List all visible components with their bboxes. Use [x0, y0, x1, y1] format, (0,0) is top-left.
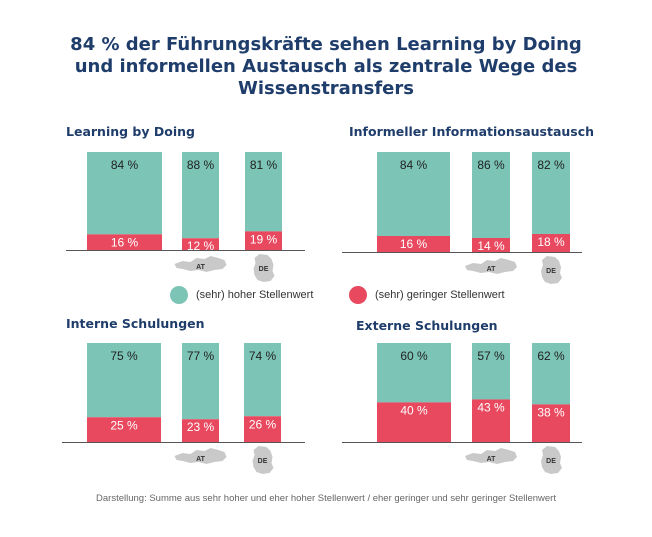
label-low-at: 12 %: [187, 239, 215, 253]
germany-map-icon: DE: [253, 254, 275, 282]
bar-low-gesamt: [87, 417, 161, 442]
bar-low-gesamt: [377, 402, 451, 442]
panel-title-externe-schulungen: Externe Schulungen: [356, 318, 498, 333]
chart-informell: 84 % 16 % 86 % 14 % 82 % 18 % AT DE: [342, 152, 582, 284]
label-high-at: 86 %: [477, 158, 505, 172]
bar-low-de: [244, 416, 281, 442]
bar-low-gesamt: [377, 236, 450, 252]
bar-high-de: [532, 152, 570, 234]
bar-low-at: [182, 238, 219, 250]
legend-label-low: (sehr) geringer Stellenwert: [375, 289, 505, 301]
germany-label: DE: [259, 266, 269, 273]
germany-shape: [253, 254, 275, 282]
legend-swatch-high: [170, 286, 188, 304]
austria-shape: [174, 448, 227, 464]
germany-map-icon: DE: [541, 446, 562, 474]
label-low-gesamt: 16 %: [111, 235, 139, 249]
bar-low-at: [472, 238, 510, 252]
bar-high-at: [472, 343, 510, 400]
panel-title-learning-by-doing: Learning by Doing: [66, 124, 195, 139]
label-low-de: 26 %: [249, 417, 277, 431]
legend-item-low: (sehr) geringer Stellenwert: [349, 286, 505, 304]
label-low-de: 19 %: [250, 232, 278, 246]
austria-shape: [174, 256, 227, 272]
main-title: 84 % der Führungskräfte sehen Learning b…: [20, 34, 632, 100]
label-high-de: 81 %: [250, 158, 278, 172]
panel-title-informeller-austausch: Informeller Informationsaustausch: [349, 124, 595, 139]
bar-high-at: [182, 152, 219, 239]
label-high-de: 62 %: [537, 349, 565, 363]
germany-label: DE: [258, 458, 268, 465]
legend-label-high: (sehr) hoher Stellenwert: [196, 289, 314, 301]
bar-high-gesamt: [87, 152, 162, 235]
austria-map-icon: AT: [174, 448, 227, 464]
main-title-line-1: 84 % der Führungskräfte sehen Learning b…: [70, 34, 582, 55]
legend-item-high: (sehr) hoher Stellenwert: [170, 286, 313, 304]
label-high-de: 74 %: [249, 349, 277, 363]
germany-map-icon: DE: [252, 446, 274, 474]
austria-map-icon: AT: [174, 256, 227, 272]
austria-label: AT: [487, 266, 497, 273]
bar-high-de: [532, 343, 570, 405]
germany-label: DE: [546, 268, 556, 275]
bar-high-gesamt: [87, 343, 161, 418]
label-high-gesamt: 75 %: [110, 349, 138, 363]
label-high-gesamt: 60 %: [400, 349, 428, 363]
austria-map-icon: AT: [465, 258, 517, 274]
label-high-gesamt: 84 %: [400, 158, 428, 172]
label-low-gesamt: 25 %: [110, 418, 138, 432]
germany-map-icon: DE: [541, 256, 562, 284]
label-high-at: 57 %: [477, 349, 505, 363]
austria-map-icon: AT: [465, 448, 517, 464]
bar-high-de: [244, 343, 281, 417]
bar-high-gesamt: [377, 152, 450, 236]
chart-intern: 75 % 25 % 77 % 23 % 74 % 26 % AT DE: [62, 343, 305, 474]
label-low-de: 38 %: [537, 405, 565, 419]
bar-low-de: [532, 234, 570, 252]
austria-label: AT: [487, 456, 497, 463]
bar-high-gesamt: [377, 343, 451, 403]
bar-high-at: [472, 152, 510, 238]
bar-low-de: [245, 231, 282, 250]
label-low-gesamt: 16 %: [400, 237, 428, 251]
main-title-line-2: und informellen Austausch als zentrale W…: [74, 56, 578, 77]
austria-shape: [465, 258, 517, 274]
label-low-at: 23 %: [187, 420, 215, 434]
bar-low-at: [182, 419, 219, 442]
austria-label: AT: [196, 264, 206, 271]
label-low-at: 43 %: [477, 400, 505, 414]
bar-low-gesamt: [87, 234, 162, 250]
germany-shape: [541, 446, 562, 474]
bar-low-at: [472, 399, 510, 442]
bar-high-de: [245, 152, 282, 232]
label-low-at: 14 %: [477, 239, 505, 253]
germany-shape: [541, 256, 562, 284]
label-low-de: 18 %: [537, 235, 565, 249]
bar-high-at: [182, 343, 219, 420]
label-high-gesamt: 84 %: [111, 158, 139, 172]
austria-label: AT: [196, 456, 206, 463]
label-high-at: 77 %: [187, 349, 215, 363]
main-title-line-3: Wissenstransfers: [238, 78, 414, 99]
germany-shape: [252, 446, 274, 474]
chart-learning: 84 % 16 % 88 % 12 % 81 % 19 % AT DE: [66, 152, 305, 282]
legend-swatch-low: [349, 286, 367, 304]
panel-title-interne-schulungen: Interne Schulungen: [66, 316, 205, 331]
label-low-gesamt: 40 %: [400, 403, 428, 417]
label-high-at: 88 %: [187, 158, 215, 172]
label-high-de: 82 %: [537, 158, 565, 172]
footnote: Darstellung: Summe aus sehr hoher und eh…: [96, 493, 556, 504]
germany-label: DE: [546, 458, 556, 465]
chart-extern: 60 % 40 % 57 % 43 % 62 % 38 % AT DE: [342, 343, 582, 474]
bar-low-de: [532, 404, 570, 442]
austria-shape: [465, 448, 517, 464]
